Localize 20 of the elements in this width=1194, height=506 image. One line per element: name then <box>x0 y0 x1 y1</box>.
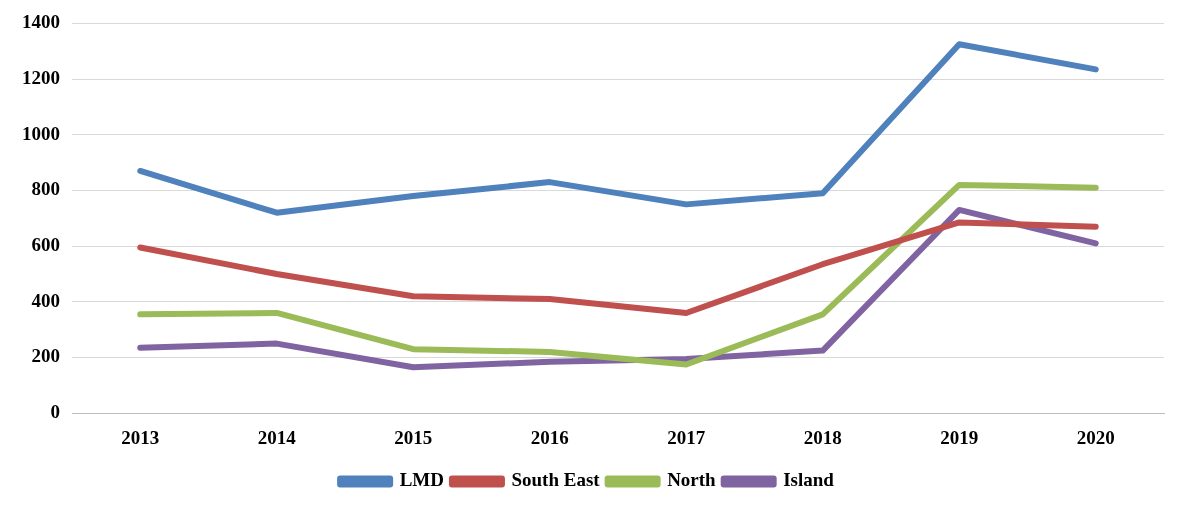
y-tick-label: 200 <box>31 345 60 367</box>
x-tick-label: 2013 <box>121 426 160 448</box>
y-tick-label: 1200 <box>22 66 60 88</box>
y-tick-label: 1400 <box>22 11 60 33</box>
legend-label: South East <box>511 469 601 491</box>
x-tick-label: 2020 <box>1076 426 1115 448</box>
x-tick-label: 2016 <box>530 426 569 448</box>
x-tick-label: 2015 <box>394 426 433 448</box>
y-tick-label: 0 <box>50 401 60 423</box>
y-tick-label: 1000 <box>22 122 60 144</box>
legend-label: LMD <box>399 469 444 491</box>
x-tick-label: 2019 <box>940 426 979 448</box>
legend-label: Island <box>783 469 835 491</box>
x-tick-label: 2018 <box>803 426 842 448</box>
legend-label: North <box>667 469 717 491</box>
x-tick-label: 2017 <box>667 426 706 448</box>
y-tick-label: 400 <box>31 289 60 311</box>
y-tick-label: 600 <box>31 234 60 256</box>
x-tick-label: 2014 <box>257 426 297 448</box>
y-tick-label: 800 <box>31 178 60 200</box>
